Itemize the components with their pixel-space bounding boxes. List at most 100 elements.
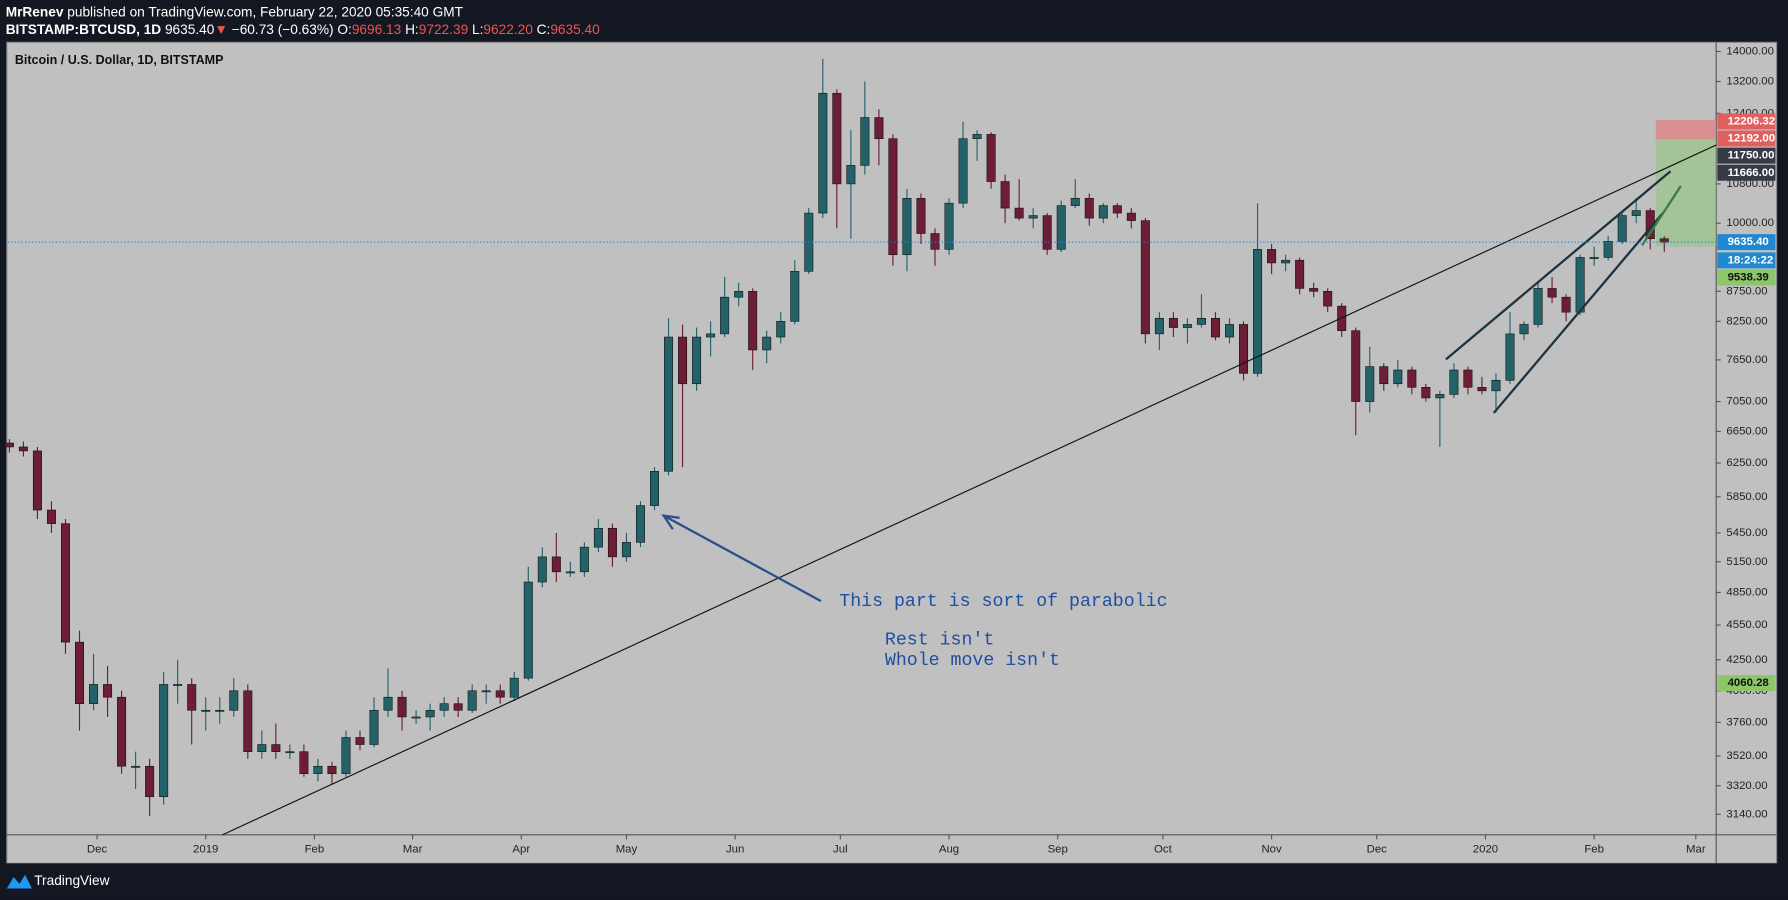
candle-body bbox=[453, 703, 463, 711]
author: MrRenev bbox=[6, 4, 64, 19]
arrow-shaft bbox=[663, 514, 822, 603]
candle-body bbox=[1631, 210, 1641, 216]
h-value: 9722.39 bbox=[419, 21, 468, 36]
chart-title: Bitcoin / U.S. Dollar, 1D, BITSTAMP bbox=[15, 53, 224, 67]
candle-body bbox=[1196, 317, 1206, 325]
y-tick-label: 7650.00 bbox=[1726, 354, 1767, 366]
annotation: This part is sort of parabolic bbox=[839, 592, 1167, 612]
published: published on TradingView.com, February 2… bbox=[67, 4, 463, 19]
l-label: L: bbox=[472, 21, 483, 36]
price-badge bbox=[1717, 164, 1776, 181]
candle-body bbox=[1225, 324, 1235, 338]
x-tick-label: Sep bbox=[1048, 844, 1068, 856]
candle-body bbox=[1210, 317, 1220, 338]
brand: TradingView bbox=[34, 873, 109, 888]
candle-body bbox=[1056, 205, 1066, 250]
candle-body bbox=[1070, 197, 1080, 206]
candle-body bbox=[46, 509, 56, 524]
candle-body bbox=[1575, 257, 1585, 313]
price-badge bbox=[1717, 675, 1776, 692]
price-badge-label: 9538.39 bbox=[1728, 271, 1769, 283]
candles bbox=[4, 58, 1669, 816]
candle-body bbox=[734, 291, 744, 298]
candle-body bbox=[1014, 207, 1024, 219]
countdown-badge bbox=[1717, 252, 1776, 269]
candle-body bbox=[243, 690, 253, 752]
candle-body bbox=[75, 641, 84, 704]
c-label: C: bbox=[537, 21, 551, 36]
x-tick-label: Jun bbox=[726, 844, 744, 856]
candle-body bbox=[1239, 324, 1249, 374]
x-tick-label: Aug bbox=[939, 844, 959, 856]
candle-body bbox=[299, 751, 309, 774]
footer-bar bbox=[0, 863, 1788, 900]
x-tick-label: Mar bbox=[403, 844, 423, 856]
candle-body bbox=[607, 527, 617, 558]
candle-body bbox=[467, 690, 477, 711]
price-badge-label: 12206.32 bbox=[1728, 115, 1776, 127]
symbol-line: BITSTAMP:BTCUSD, 1D 9635.40▼ −60.73 (−0.… bbox=[6, 21, 600, 36]
y-tick-label: 5150.00 bbox=[1726, 556, 1767, 568]
logo bbox=[6, 874, 32, 889]
y-tick-label: 4250.00 bbox=[1726, 654, 1767, 666]
candle-body bbox=[1547, 288, 1557, 298]
c-value: 9635.40 bbox=[550, 21, 600, 36]
price-badge-label: 11750.00 bbox=[1728, 150, 1775, 162]
candle-body bbox=[1140, 220, 1150, 335]
candle-body bbox=[874, 117, 884, 139]
price-badge-label: 4060.28 bbox=[1728, 677, 1769, 689]
y-tick-label: 5450.00 bbox=[1726, 527, 1767, 539]
candle-body bbox=[1505, 333, 1515, 381]
x-tick-label: Nov bbox=[1261, 844, 1282, 856]
candle-body bbox=[748, 291, 758, 351]
candle-body bbox=[1098, 205, 1108, 219]
y-tick-label: 7050.00 bbox=[1726, 396, 1767, 408]
candle-body bbox=[635, 505, 645, 543]
price-badge-label: 11666.00 bbox=[1728, 167, 1775, 179]
candle-body bbox=[215, 709, 225, 712]
candle-body bbox=[60, 523, 70, 643]
candle-body bbox=[706, 333, 716, 338]
countdown: 18:24:22 bbox=[1728, 254, 1774, 266]
candle-body bbox=[565, 571, 575, 574]
candle-body bbox=[888, 138, 898, 256]
candle-body bbox=[1533, 288, 1543, 325]
price-badge bbox=[1717, 269, 1776, 286]
candle-body bbox=[1126, 212, 1136, 221]
candle-body bbox=[1379, 366, 1389, 385]
candle-body bbox=[846, 165, 856, 185]
candle-body bbox=[1323, 291, 1333, 307]
candle-body bbox=[1112, 205, 1122, 214]
candle-body bbox=[537, 556, 547, 583]
candle-body bbox=[285, 751, 295, 754]
x-tick-label: Feb bbox=[305, 844, 325, 856]
candle-body bbox=[930, 233, 940, 250]
candle-body bbox=[1154, 317, 1164, 335]
candle-body bbox=[1168, 317, 1178, 328]
candle-body bbox=[1309, 288, 1319, 292]
candle-body bbox=[1000, 181, 1010, 209]
o-value: 9696.13 bbox=[352, 21, 401, 36]
y-tick-label: 4550.00 bbox=[1726, 619, 1767, 631]
y-tick-label: 14000.00 bbox=[1726, 45, 1774, 57]
candle-body bbox=[523, 581, 533, 679]
y-tick-label: 5850.00 bbox=[1726, 491, 1767, 503]
candle-body bbox=[860, 117, 870, 166]
candle-body bbox=[1519, 324, 1529, 335]
candle-body bbox=[369, 709, 379, 745]
candle-body bbox=[790, 271, 800, 322]
y-tick-label: 6650.00 bbox=[1726, 425, 1767, 437]
price-badge bbox=[1717, 130, 1776, 147]
green-line bbox=[1641, 185, 1682, 246]
candle-body bbox=[664, 336, 674, 472]
candle-body bbox=[18, 446, 28, 452]
y-tick-label: 6250.00 bbox=[1726, 457, 1767, 469]
candle-body bbox=[439, 703, 449, 711]
candle-body bbox=[1351, 330, 1361, 402]
candle-body bbox=[1463, 369, 1473, 388]
candle-body bbox=[1267, 249, 1277, 264]
candle-body bbox=[986, 134, 996, 182]
last-price: 9635.40 bbox=[165, 21, 215, 36]
candle-body bbox=[1561, 296, 1571, 313]
